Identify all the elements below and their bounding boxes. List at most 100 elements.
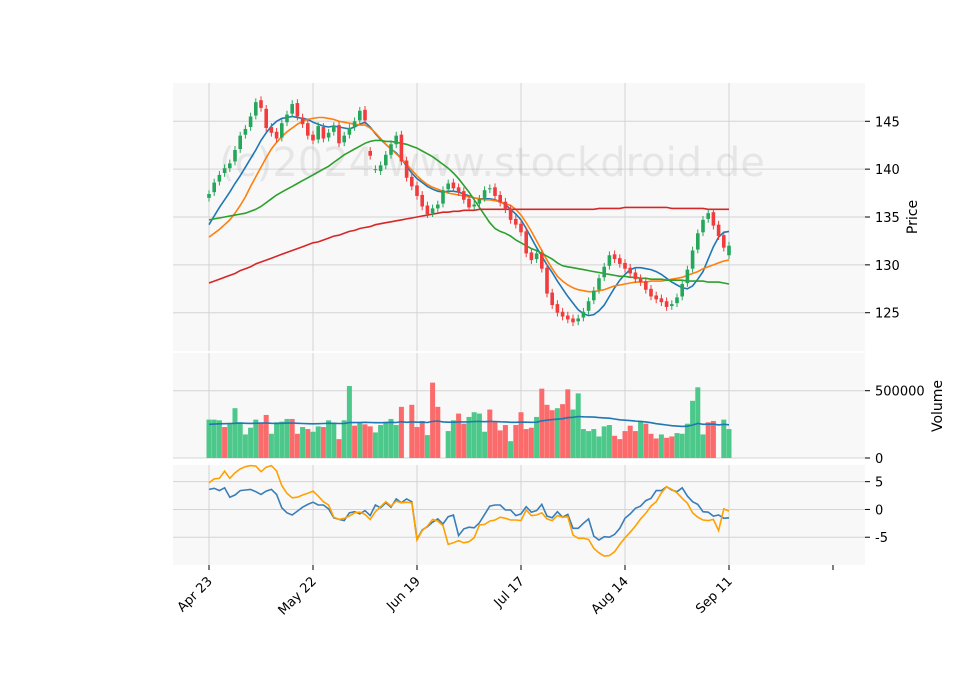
candle-body [633, 272, 638, 280]
volume-bar [227, 423, 233, 458]
candle-body [592, 290, 596, 301]
volume-bar [539, 388, 545, 458]
candle-body [295, 103, 300, 117]
volume-bar [700, 434, 706, 458]
candle-body [217, 174, 222, 182]
candle-body [493, 187, 497, 196]
volume-bar [695, 387, 701, 458]
candle-body [576, 318, 580, 322]
volume-bar [684, 423, 690, 458]
volume-bar [518, 412, 524, 458]
volume-bar [669, 436, 675, 458]
volume-bar [554, 408, 560, 458]
volume-bar [638, 421, 644, 458]
candle-body [498, 194, 502, 203]
candle-body [238, 135, 242, 150]
price-tick-label: 135 [875, 211, 900, 226]
price-tick-label: 145 [875, 115, 900, 130]
volume-bar [357, 422, 363, 458]
candle-body [675, 297, 679, 304]
candle-body [680, 284, 684, 297]
candle-body [212, 182, 216, 193]
candle-body [290, 104, 294, 114]
candle-body [711, 212, 716, 226]
volume-bar [591, 429, 597, 458]
candle-body [602, 266, 606, 278]
candle-body [352, 121, 357, 128]
candle-body [701, 219, 705, 233]
volume-bar [414, 427, 420, 458]
candle-body [285, 114, 289, 123]
volume-bar [305, 429, 311, 458]
candle-body [685, 269, 690, 284]
candle-body [306, 123, 310, 136]
volume-bar [409, 404, 415, 458]
volume-bar [336, 439, 342, 458]
candle-body [503, 201, 508, 210]
candle-body [368, 150, 372, 156]
volume-bar [326, 420, 332, 458]
candle-body [326, 132, 331, 138]
candle-body [316, 126, 320, 140]
volume-ma-line [208, 415, 730, 428]
candle-body [566, 315, 570, 320]
osc-line1-line [208, 485, 730, 542]
volume-bars [206, 382, 732, 458]
candle-body [389, 144, 393, 155]
volume-bar [513, 425, 519, 458]
candle-body [337, 125, 341, 144]
volume-bar [206, 419, 212, 458]
volume-bar [289, 418, 295, 458]
candle-body [586, 301, 591, 311]
candle-body [477, 198, 482, 204]
volume-bar [653, 438, 659, 458]
volume-bar [502, 425, 508, 458]
volume-bar [310, 431, 316, 458]
candle-body [274, 131, 279, 139]
candle-body [545, 267, 549, 294]
x-tick-label: Apr 23 [175, 574, 216, 615]
candle-body [555, 304, 560, 313]
candle-body [706, 213, 710, 219]
candle-body [550, 292, 554, 306]
candle-body [597, 278, 601, 290]
candle-body [269, 127, 274, 133]
volume-bar [580, 429, 586, 458]
candle-body [425, 205, 430, 215]
volume-bar [575, 393, 581, 458]
volume-bar [627, 425, 633, 458]
candle-body [659, 298, 664, 303]
volume-bar [497, 430, 503, 458]
volume-bar [284, 418, 290, 458]
candle-body [430, 208, 435, 214]
volume-bar [300, 427, 306, 458]
candle-body [690, 250, 695, 269]
volume-tick-label: 500000 [875, 385, 925, 400]
candle-body [540, 253, 544, 269]
x-tick-label: Aug 14 [589, 574, 632, 617]
volume-bar [528, 427, 534, 458]
candle-body [321, 127, 326, 139]
watermark: (c)2024 www.stockdroid.de [219, 140, 765, 186]
candle-body [529, 252, 534, 261]
volume-bar [232, 408, 238, 458]
volume-bar [648, 433, 654, 458]
volume-bar [487, 409, 493, 458]
volume-bar [253, 419, 259, 458]
candle-body [347, 127, 352, 135]
volume-bar [388, 418, 394, 458]
volume-bar [560, 404, 566, 458]
volume-bar [471, 412, 477, 458]
volume-bar [248, 427, 254, 458]
volume-bar [549, 410, 555, 458]
candle-body [300, 117, 305, 125]
candle-body [410, 176, 414, 187]
volume-bar [570, 409, 576, 458]
volume-bar [658, 434, 664, 458]
volume-bar [315, 426, 321, 458]
volume-bar [320, 427, 326, 458]
candle-body [248, 116, 253, 128]
candle-body [696, 233, 700, 250]
candle-body [420, 194, 424, 207]
